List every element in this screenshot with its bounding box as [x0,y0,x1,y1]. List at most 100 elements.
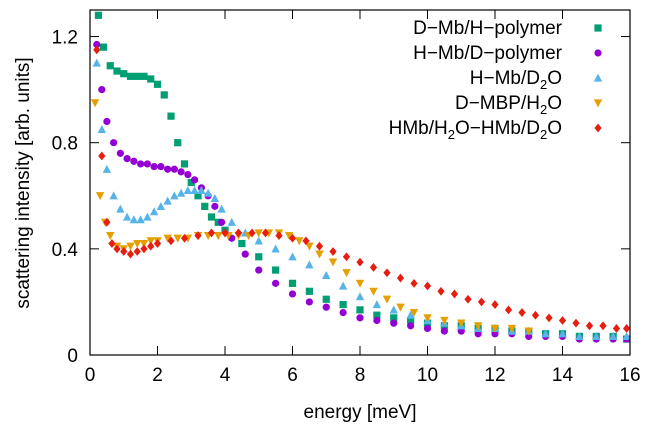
data-point [373,316,381,325]
data-point [218,218,226,226]
data-point [136,215,145,224]
data-point [622,332,631,341]
data-point [440,327,448,335]
data-point [93,45,101,55]
data-point [147,241,155,251]
data-point [98,86,106,94]
data-point [491,300,499,309]
data-point [305,242,314,251]
data-point [110,139,118,147]
data-point [164,165,172,173]
data-point [254,236,263,245]
data-point [261,228,270,238]
data-point [284,231,294,240]
data-point [120,70,128,78]
data-point [409,308,419,317]
legend-label: HMb/H2O−HMb/D2O [389,118,562,142]
data-point [190,186,199,195]
data-point [170,191,179,200]
data-point [382,295,392,304]
data-point [477,297,486,307]
data-point [153,239,162,248]
data-point [120,247,128,256]
data-point [329,247,337,256]
legend-marker [593,73,603,82]
data-point [214,231,223,240]
data-point [288,252,297,261]
data-point [342,252,351,262]
data-point [248,228,256,238]
data-point [133,239,142,248]
data-point [390,319,398,327]
data-point [288,279,297,287]
data-point [558,316,567,325]
data-point [450,289,459,299]
data-point [423,314,432,323]
data-point [207,228,216,238]
data-point [93,40,101,49]
data-point [191,176,199,184]
data-point [369,263,378,272]
data-point [339,300,347,309]
data-point [241,250,249,258]
data-point [176,188,186,197]
data-point [221,228,229,238]
data-point [272,266,280,274]
data-point [272,279,280,287]
legend-marker [593,99,603,108]
data-point [103,117,111,126]
data-point [608,332,618,341]
data-point [106,62,114,70]
data-point [180,160,189,168]
data-point [106,231,115,240]
data-point [585,321,594,331]
data-point [170,165,178,173]
data-point [457,319,466,328]
data-point [356,314,364,322]
data-point [98,151,106,161]
data-point [146,237,155,246]
data-point [194,231,202,240]
x-axis-title: energy [meV] [304,402,417,423]
data-point [490,324,500,333]
data-point [322,303,330,311]
data-point [99,43,108,51]
data-point [302,236,310,246]
data-point [322,295,330,303]
data-point [572,318,580,328]
data-point [167,236,175,246]
data-point [173,234,182,243]
data-point [373,311,381,319]
x-tick-label: 8 [355,365,366,386]
y-tick-label: 0 [67,346,78,367]
data-point [599,321,607,331]
data-point [126,242,135,251]
data-point [140,72,148,80]
legend-label: H−Mb/D−polymer [413,43,563,64]
data-point [211,202,219,210]
data-point [541,329,550,338]
data-point [180,233,189,243]
data-point [150,162,158,171]
data-point [234,228,243,238]
data-point [396,303,405,312]
data-point [153,80,162,88]
data-point [389,305,398,314]
data-point [254,229,263,238]
legend-label: H−Mb/D2O [470,68,562,92]
data-point [504,305,513,315]
data-point [102,164,112,173]
data-point [315,250,324,259]
data-point [355,279,365,288]
data-point [109,191,118,200]
data-point [271,244,280,253]
y-axis-title: scattering intensity [arb. units] [13,57,34,308]
data-point [275,231,283,240]
data-point [407,322,415,330]
x-tick-label: 2 [152,365,163,386]
legend: D−Mb/H−polymer H−Mb/D−polymer H−Mb/D2OD−MB… [389,18,603,142]
data-point [184,170,192,179]
data-point [163,234,172,243]
data-point [396,273,405,283]
data-point [122,212,132,221]
